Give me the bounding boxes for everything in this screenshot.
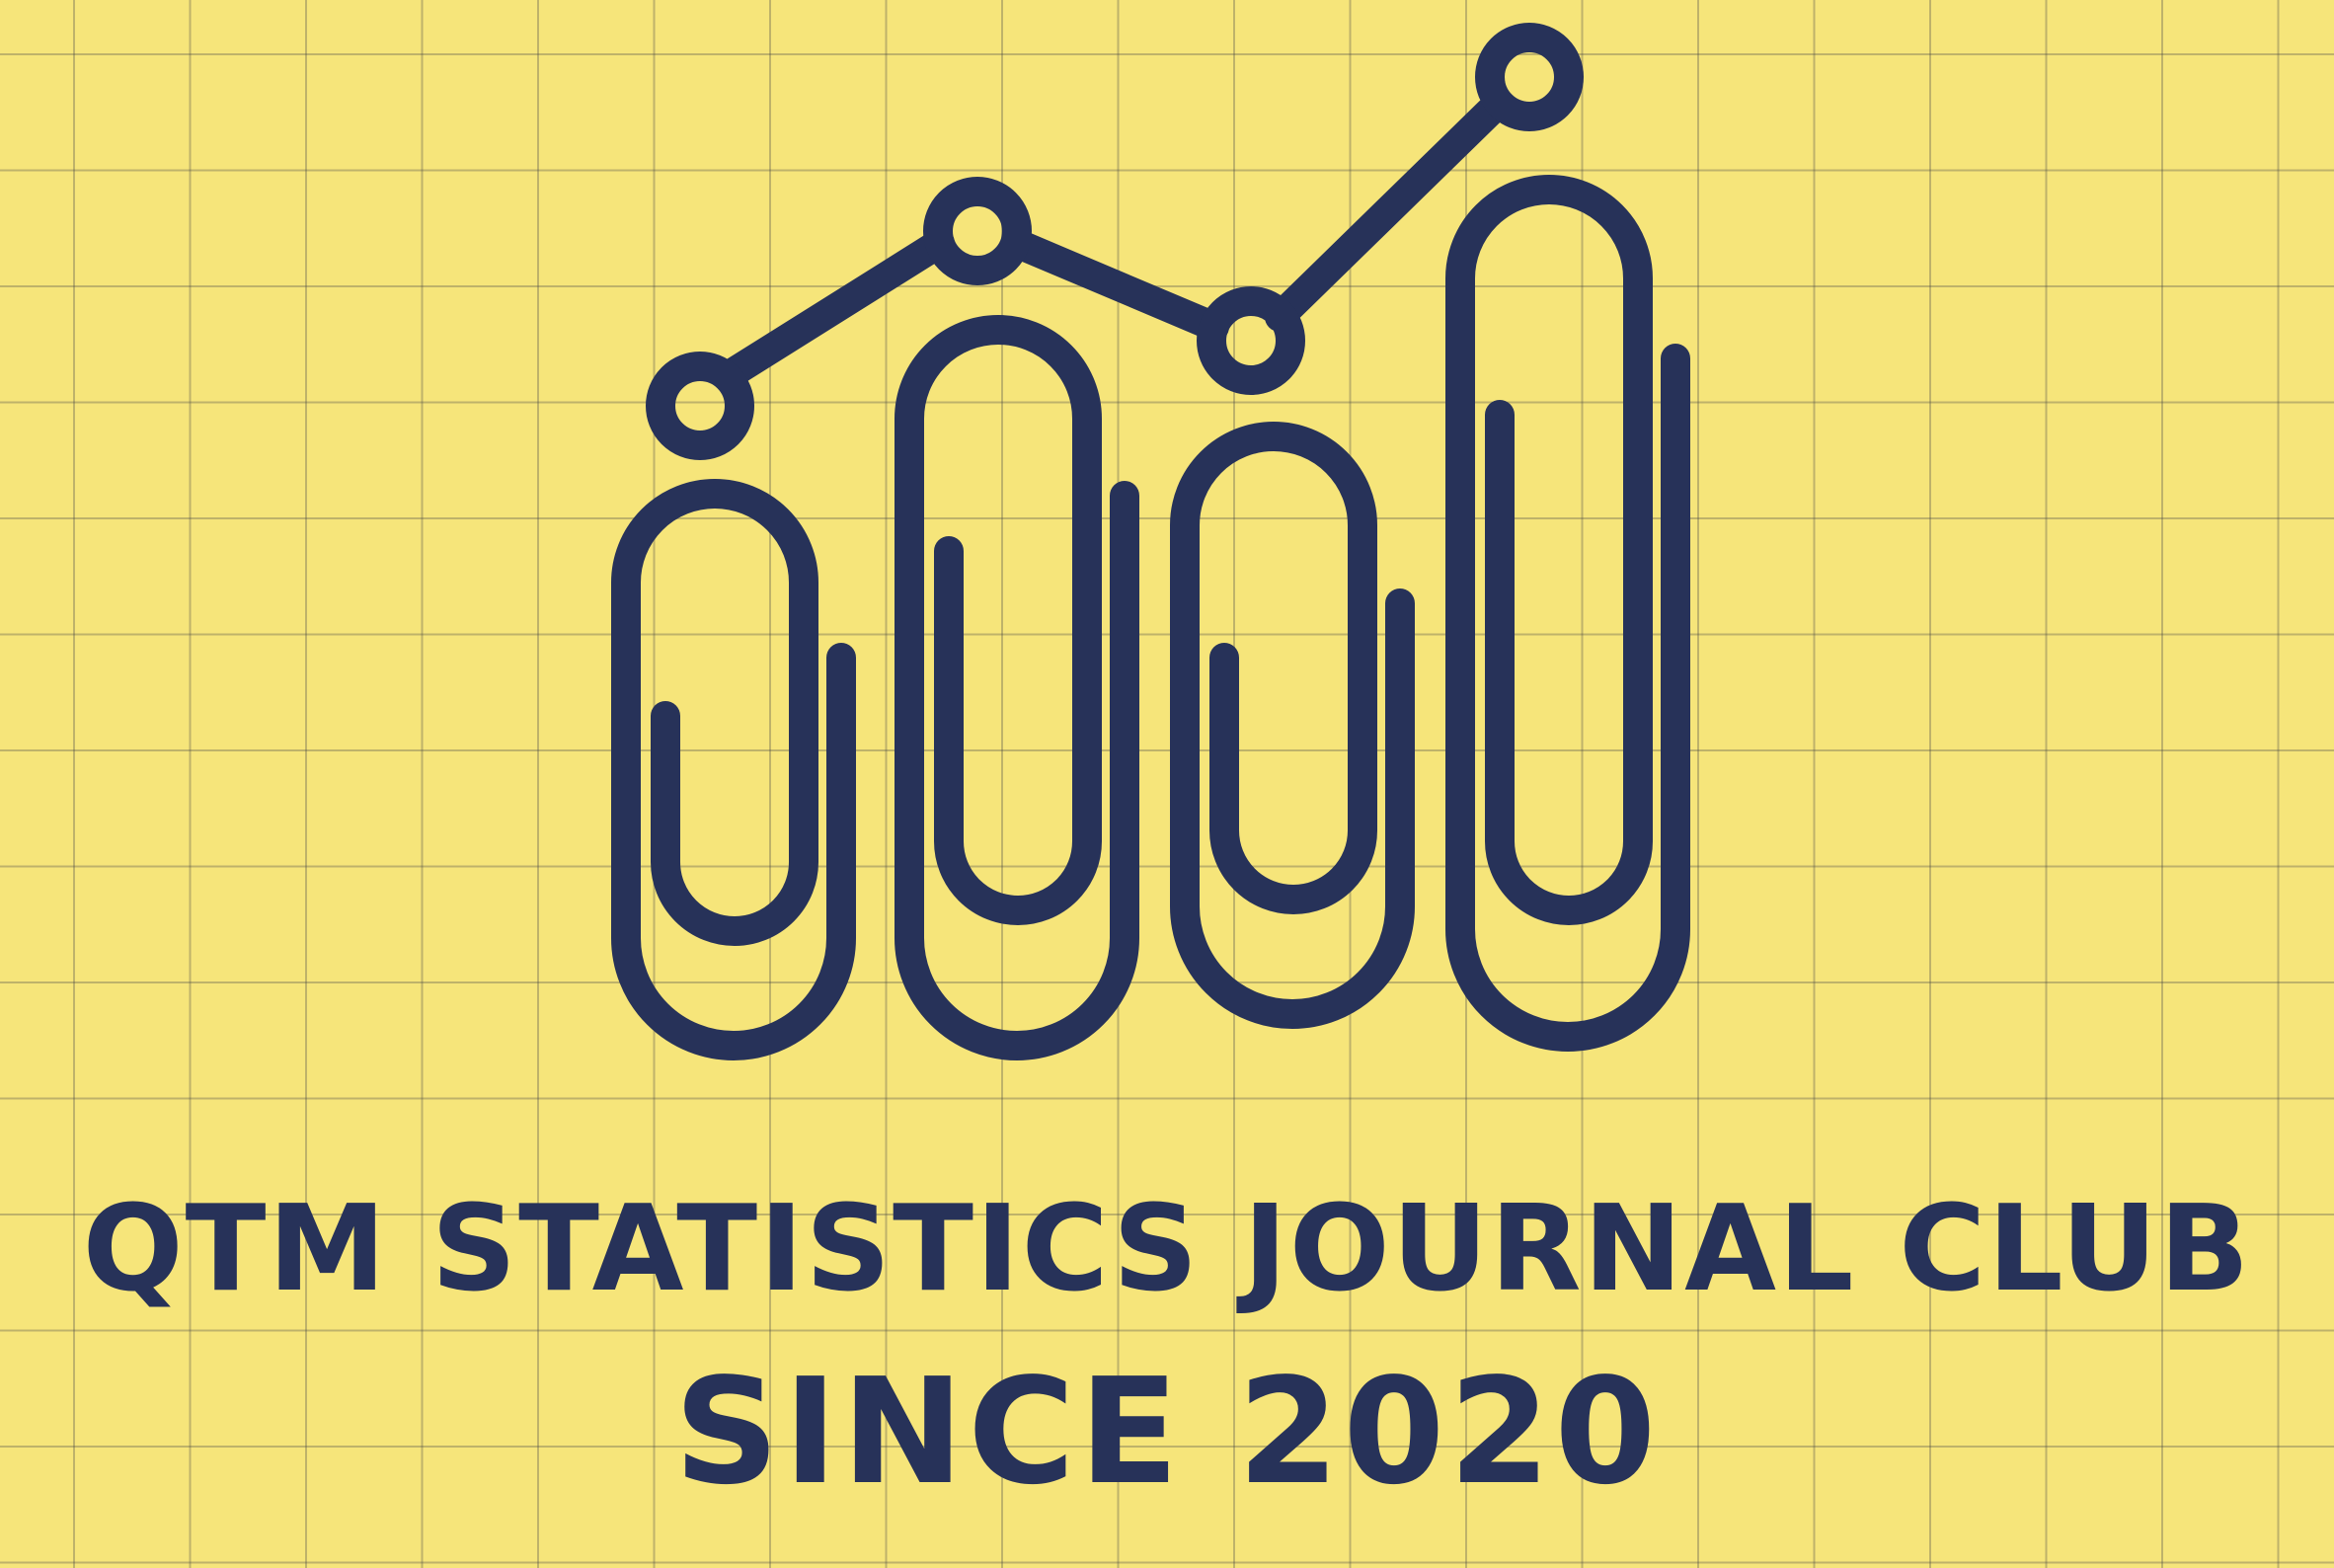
paperclip-bar-icon bbox=[1445, 175, 1690, 1052]
data-point-icon bbox=[1475, 23, 1584, 131]
data-point-icon bbox=[646, 352, 754, 460]
data-point-icon bbox=[1197, 286, 1305, 395]
founded-year: SINCE 2020 bbox=[673, 1347, 1661, 1517]
paperclip-bar-icon bbox=[611, 479, 856, 1060]
data-point-icon bbox=[923, 177, 1032, 285]
paperclip-bar-icon bbox=[1170, 422, 1415, 1029]
club-title: QTM STATISTICS JOURNAL CLUB bbox=[82, 1181, 2252, 1318]
paperclip-bar-icon bbox=[895, 315, 1139, 1060]
trend-line-icon bbox=[716, 97, 1505, 389]
